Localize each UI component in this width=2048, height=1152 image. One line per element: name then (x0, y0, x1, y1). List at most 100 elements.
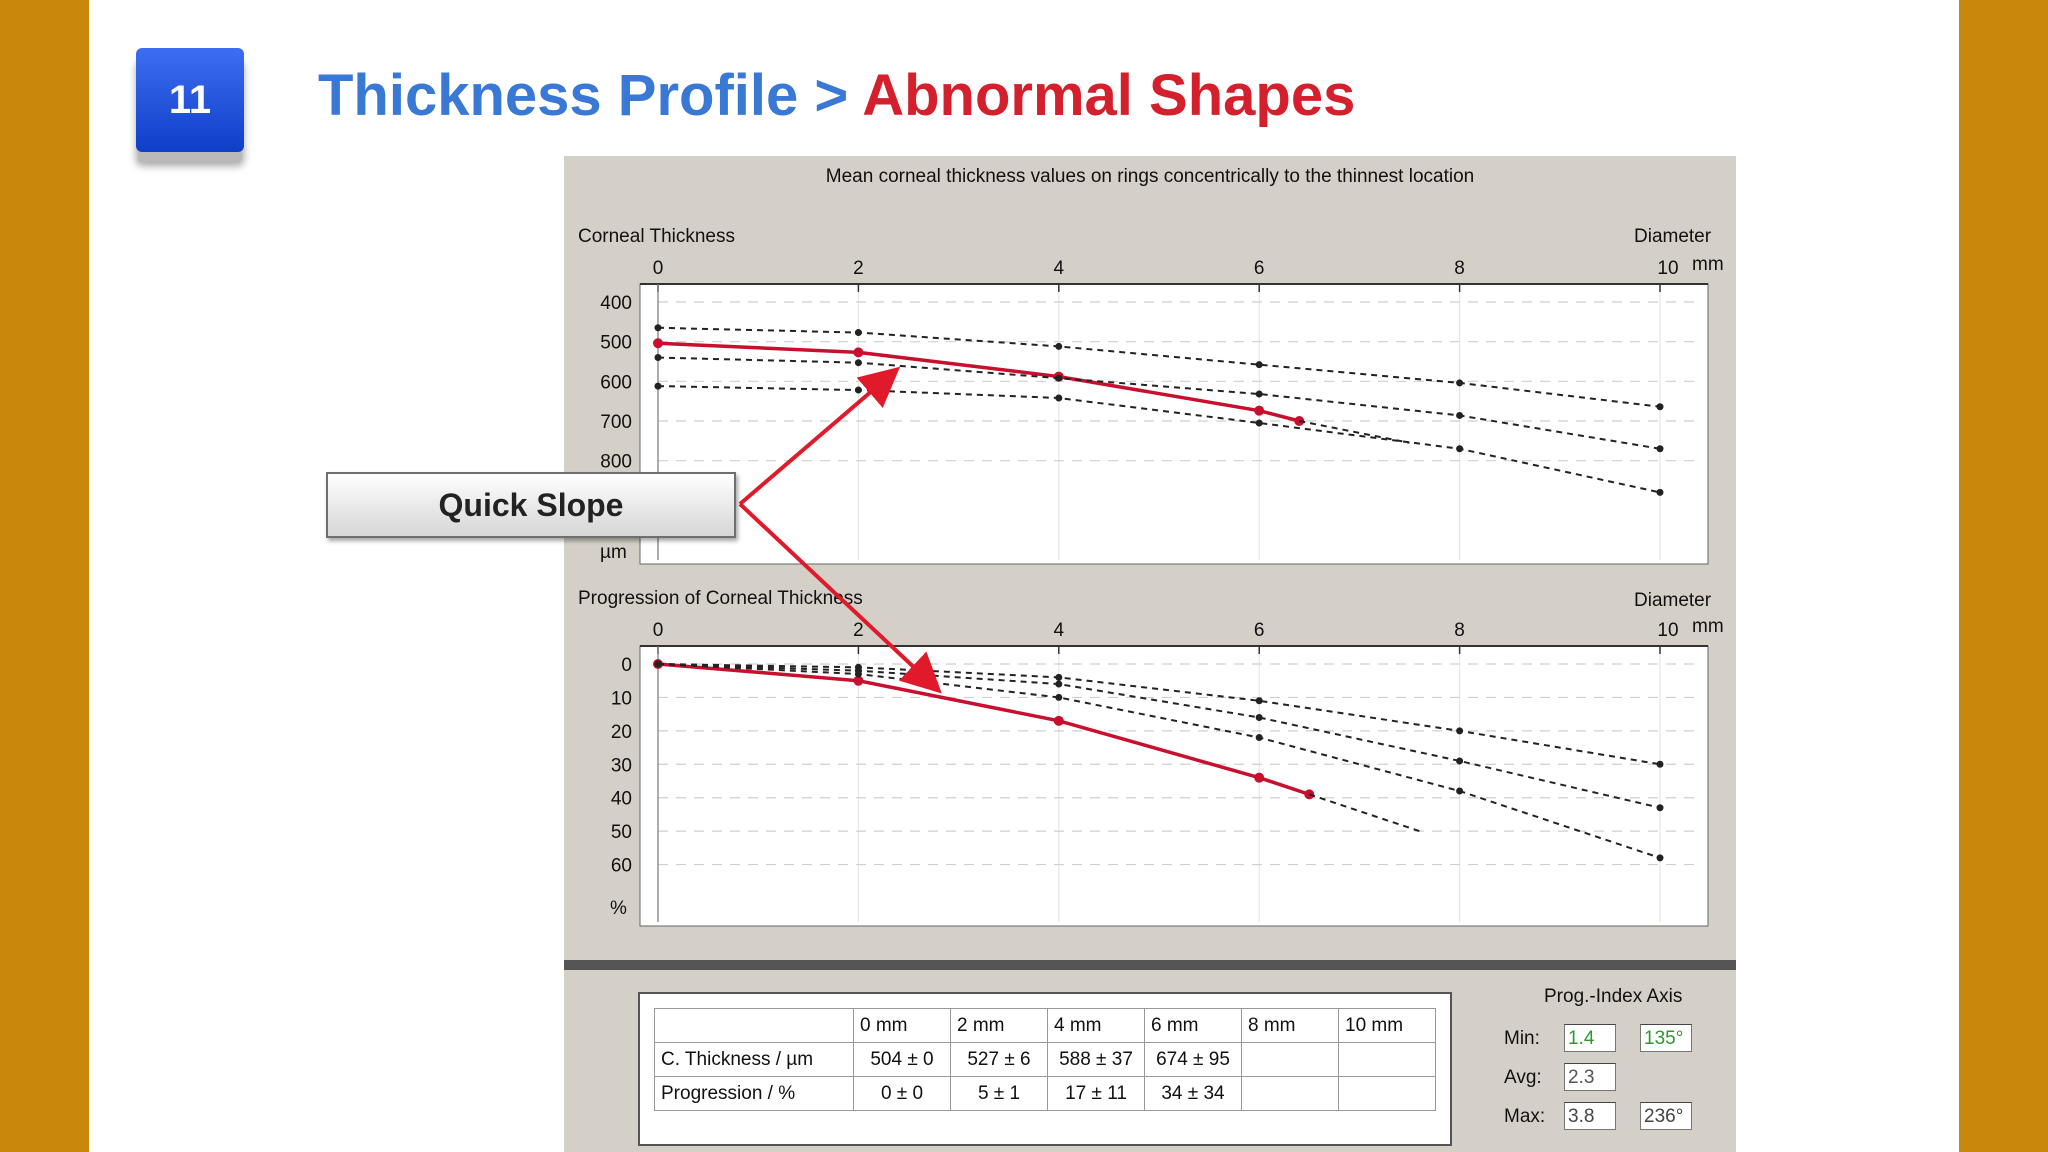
chart1-point-normal-low (1055, 342, 1063, 350)
table-cell: 5 ± 1 (950, 1076, 1048, 1111)
slide-number: 11 (168, 77, 212, 122)
chart1-point-normal-mean (1456, 411, 1464, 419)
chart2-point-normal-high (654, 660, 662, 668)
chart1-y-unit: µm (600, 542, 627, 563)
chart2-point-normal-mean (1055, 680, 1063, 688)
chart2-x-tick-label: 10 (1657, 620, 1678, 641)
chart2-plot-area (639, 645, 1709, 927)
slide-title: Thickness Profile > Abnormal Shapes (318, 62, 1355, 129)
table-cell: Progression / % (654, 1076, 854, 1111)
chart1-y-tick-label: 400 (600, 293, 632, 314)
max-value-field: 3.8 (1564, 1102, 1616, 1130)
chart2-x-tick-label: 6 (1254, 620, 1265, 641)
chart1-title: Corneal Thickness (578, 226, 736, 247)
prog-index-box: Prog.-Index Axis Min: 1.4 135° Avg: 2.3 … (1504, 986, 1724, 1146)
table-cell (1338, 1076, 1436, 1111)
table-cell: 527 ± 6 (950, 1042, 1048, 1077)
chart1-xlabel: Diameter (1634, 226, 1712, 247)
chart1-y-tick-label: 600 (600, 372, 632, 393)
chart2-y-tick-label: 60 (611, 856, 632, 877)
chart1-x-tick-label: 6 (1254, 258, 1265, 279)
table-header-row: 0 mm 2 mm 4 mm 6 mm 8 mm 10 mm (654, 1008, 1436, 1043)
chart2-y-tick-label: 50 (611, 822, 632, 843)
min-value-field: 1.4 (1564, 1024, 1616, 1052)
table-cell: 0 mm (853, 1008, 951, 1043)
chart1-x-tick-label: 8 (1454, 258, 1465, 279)
title-part-1: Thickness Profile > (318, 63, 863, 128)
max-label: Max: (1504, 1106, 1546, 1127)
avg-value-field: 2.3 (1564, 1063, 1616, 1091)
chart1-point-normal-high (1055, 394, 1063, 402)
quick-slope-label: Quick Slope (438, 486, 624, 523)
quick-slope-callout: Quick Slope (326, 472, 736, 538)
chart1-x-unit: mm (1692, 254, 1724, 275)
table-row: C. Thickness / µm 504 ± 0 527 ± 6 588 ± … (654, 1042, 1436, 1077)
stats-table-box: 0 mm 2 mm 4 mm 6 mm 8 mm 10 mm C. Thickn… (638, 992, 1452, 1146)
chart2-y-tick-label: 40 (611, 789, 632, 810)
chart2-point-normal-high (1456, 787, 1464, 795)
chart2-y-tick-label: 30 (611, 755, 632, 776)
table-cell: 504 ± 0 (853, 1042, 951, 1077)
chart1-point-patient (853, 347, 864, 358)
chart2-point-normal-low (1055, 673, 1063, 681)
table-cell: C. Thickness / µm (654, 1042, 854, 1077)
table-cell (1338, 1042, 1436, 1077)
chart2-point-normal-high (1255, 734, 1263, 742)
chart1-series-patient-extrapolated (1299, 420, 1410, 444)
chart1-x-tick-label: 10 (1657, 258, 1678, 279)
chart2-point-normal-high (1656, 854, 1664, 862)
table-cell (1241, 1042, 1339, 1077)
chart2-point-normal-low (1656, 760, 1664, 768)
chart2-point-normal-mean (1656, 804, 1664, 812)
chart2-point-normal-mean (1456, 757, 1464, 765)
prog-index-header: Prog.-Index Axis (1544, 986, 1683, 1007)
chart1-x-tick-label: 2 (853, 258, 864, 279)
table-cell: 588 ± 37 (1047, 1042, 1145, 1077)
chart2-point-normal-low (1456, 727, 1464, 735)
min-label: Min: (1504, 1028, 1540, 1049)
chart2-y-tick-label: 20 (611, 722, 632, 743)
slide-number-badge: 11 (136, 48, 244, 152)
table-cell: 4 mm (1047, 1008, 1145, 1043)
table-cell: 6 mm (1144, 1008, 1242, 1043)
chart1-point-normal-mean (654, 354, 662, 362)
chart1-y-tick-label: 800 (600, 452, 632, 473)
panel-caption: Mean corneal thickness values on rings c… (825, 166, 1475, 187)
max-axis-field: 236° (1640, 1102, 1692, 1130)
chart1-series-normal-mean (657, 356, 1661, 450)
table-cell: 0 ± 0 (853, 1076, 951, 1111)
table-cell: 10 mm (1338, 1008, 1436, 1043)
table-cell (654, 1008, 854, 1043)
chart1-point-normal-mean (854, 359, 862, 367)
chart1-y-tick-label: 700 (600, 412, 632, 433)
chart1-point-normal-high (1656, 488, 1664, 496)
chart2-point-normal-high (1055, 693, 1063, 701)
chart1-point-normal-low (1456, 379, 1464, 387)
table-cell: 17 ± 11 (1047, 1076, 1145, 1111)
chart2-x-unit: mm (1692, 616, 1724, 637)
chart1-point-patient (653, 338, 663, 349)
chart2-x-tick-label: 0 (653, 620, 664, 641)
chart1-point-normal-mean (1656, 445, 1664, 453)
table-cell: 674 ± 95 (1144, 1042, 1242, 1077)
chart2-y-unit: % (610, 898, 627, 919)
chart1-point-normal-high (654, 382, 662, 390)
chart2-point-normal-mean (1255, 713, 1263, 721)
chart2-y-tick-label: 0 (621, 655, 632, 676)
title-part-2: Abnormal Shapes (862, 63, 1356, 128)
chart1-point-normal-low (1255, 361, 1263, 369)
chart1-point-normal-high (1456, 445, 1464, 453)
avg-label: Avg: (1504, 1067, 1542, 1088)
chart1-x-tick-label: 4 (1054, 258, 1065, 279)
chart2-x-tick-label: 2 (853, 620, 864, 641)
chart1-plot-area (639, 283, 1709, 565)
chart1-series-normal-low (657, 326, 1661, 408)
table-cell: 2 mm (950, 1008, 1048, 1043)
pentacam-panel: Mean corneal thickness values on rings c… (564, 156, 1736, 1152)
chart2-series-patient-extrapolated (1308, 793, 1420, 833)
chart1-point-normal-low (854, 329, 862, 337)
chart1-x-tick-label: 0 (653, 258, 664, 279)
chart1-y-tick-label: 500 (600, 333, 632, 354)
chart2-point-patient (1254, 772, 1265, 783)
charts-svg: 0 2 4 6 8 10 400 500 600 700 800 0 2 4 6 8 10 0 10 20 30 40 50… (600, 258, 1709, 927)
